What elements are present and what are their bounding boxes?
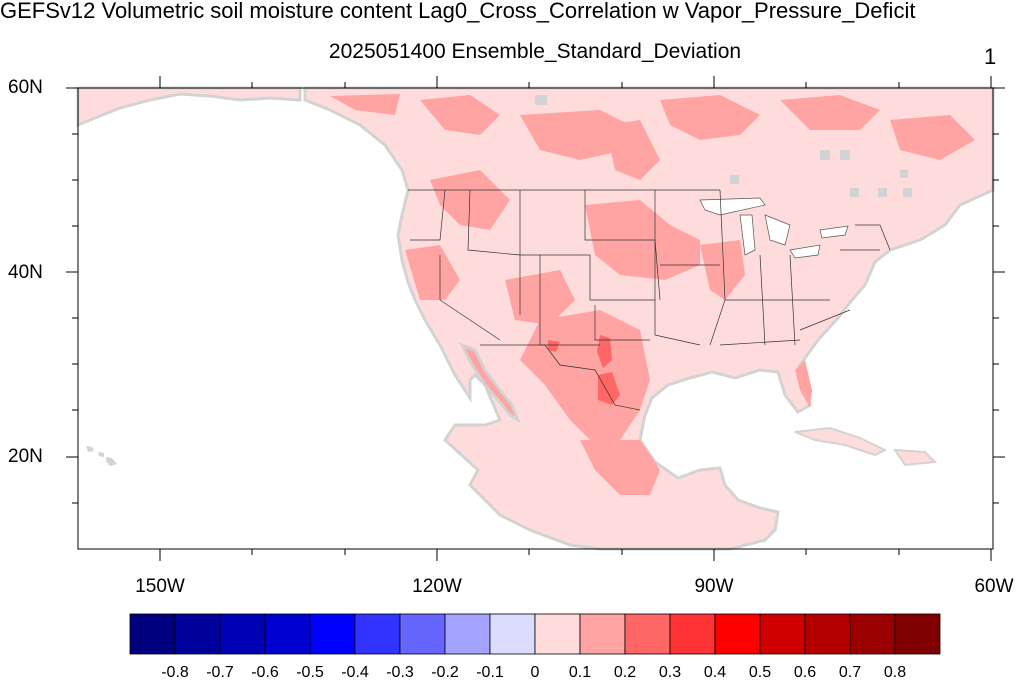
hawaii-land — [86, 446, 117, 466]
colorbar-tick-label: 0.1 — [568, 664, 592, 681]
colorbar-box — [534, 613, 581, 655]
colorbar-box — [849, 613, 896, 655]
colorbar-box — [309, 613, 356, 655]
state-boundaries — [408, 189, 891, 411]
colorbar-tick-label: 0.6 — [793, 664, 817, 681]
colorbar-tick-label: 0.2 — [613, 664, 637, 681]
colorbar-tick-label: -0.5 — [296, 664, 324, 681]
colorbar-tick-label: -0.2 — [431, 664, 459, 681]
colorbar-tick-label: 0.8 — [883, 664, 907, 681]
baja-california-land — [458, 342, 522, 424]
lon-label-150w: 150W — [135, 576, 185, 597]
colorbar-box — [669, 613, 716, 655]
lat-label-40n: 40N — [8, 262, 43, 283]
colorbar-box — [264, 613, 311, 655]
map-panel — [66, 76, 1005, 561]
panel-number: 1 — [984, 44, 997, 69]
colorbar-tick-label: 0 — [530, 664, 540, 681]
colorbar-box — [399, 613, 446, 655]
map-ticks — [66, 76, 1005, 561]
figure-subtitle: 2025051400 Ensemble_Standard_Deviation — [328, 40, 742, 63]
colorbar-tick-label: -0.1 — [476, 664, 504, 681]
colorbar-box — [174, 613, 221, 655]
colorbar-box — [489, 613, 536, 655]
colorbar-box — [804, 613, 851, 655]
colorbar-box — [714, 613, 761, 655]
colorbar-tick-label: -0.4 — [341, 664, 369, 681]
colorbar-tick-label: -0.7 — [206, 664, 234, 681]
colorbar-tick-label: 0.7 — [838, 664, 862, 681]
colorbar-tick-label: -0.3 — [386, 664, 414, 681]
alaska-coast-land — [76, 86, 302, 128]
lat-label-20n: 20N — [8, 446, 43, 467]
colorbar-box — [444, 613, 491, 655]
lat-label-60n: 60N — [8, 77, 43, 98]
colorbar-box — [624, 613, 671, 655]
colorbar-box — [354, 613, 401, 655]
colorbar-tick-label: -0.8 — [161, 664, 189, 681]
hispaniola-land — [893, 448, 938, 467]
lon-label-120w: 120W — [412, 576, 462, 597]
colorbar-box — [759, 613, 806, 655]
colorbar-box — [129, 613, 176, 655]
lon-label-60w: 60W — [974, 576, 1014, 597]
colorbar-box — [894, 613, 941, 655]
colorbar-tick-label: 0.4 — [703, 664, 727, 681]
colorbar-tick-label: -0.6 — [251, 664, 279, 681]
lon-label-90w: 90W — [694, 576, 734, 597]
cuba-land — [794, 426, 888, 457]
colorbar-tick-label: 0.5 — [748, 664, 772, 681]
figure-title: GEFSv12 Volumetric soil moisture content… — [0, 0, 916, 23]
colorbar — [129, 613, 941, 655]
colorbar-box — [219, 613, 266, 655]
great-lakes — [699, 197, 849, 259]
colorbar-box — [579, 613, 626, 655]
missing-data-cells — [535, 95, 912, 197]
correlation-high-regions — [548, 335, 620, 405]
colorbar-tick-label: 0.3 — [658, 664, 682, 681]
